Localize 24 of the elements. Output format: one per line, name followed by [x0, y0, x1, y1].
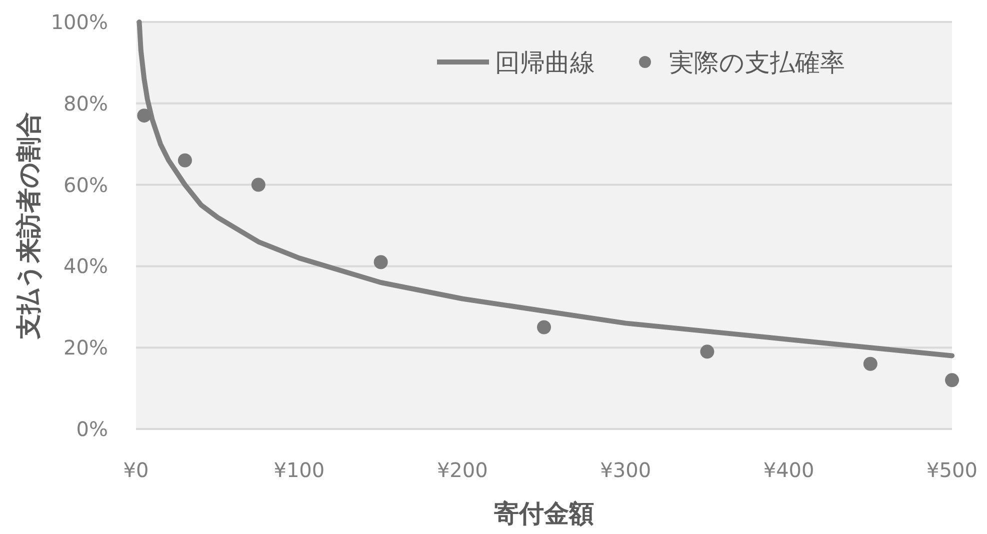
y-tick-label: 20%: [64, 336, 108, 360]
point: [863, 356, 878, 371]
x-tick-label: ¥400: [763, 458, 814, 482]
x-tick-label: ¥200: [436, 458, 488, 482]
legend-label: 実際の支払確率: [669, 48, 845, 77]
x-tick-label: ¥0: [123, 458, 149, 482]
x-tick-label: ¥100: [274, 458, 325, 482]
point: [137, 108, 152, 123]
point: [537, 320, 551, 334]
point: [700, 344, 714, 359]
y-tick-label: 0%: [76, 417, 108, 441]
y-tick-label: 80%: [64, 91, 108, 116]
x-axis-title: 寄付金額: [494, 499, 594, 528]
y-tick-label: 100%: [50, 10, 108, 34]
point: [251, 178, 266, 192]
point: [945, 373, 959, 388]
y-tick-label: 60%: [64, 172, 108, 197]
x-tick-label: ¥300: [600, 458, 652, 482]
point: [178, 153, 192, 168]
x-tick-label: ¥500: [926, 458, 978, 482]
y-axis-title: 支払う来訪者の割合: [14, 112, 43, 340]
point: [374, 255, 388, 270]
y-tick-label: 40%: [64, 254, 108, 278]
legend-label: 回帰曲線: [495, 48, 595, 77]
